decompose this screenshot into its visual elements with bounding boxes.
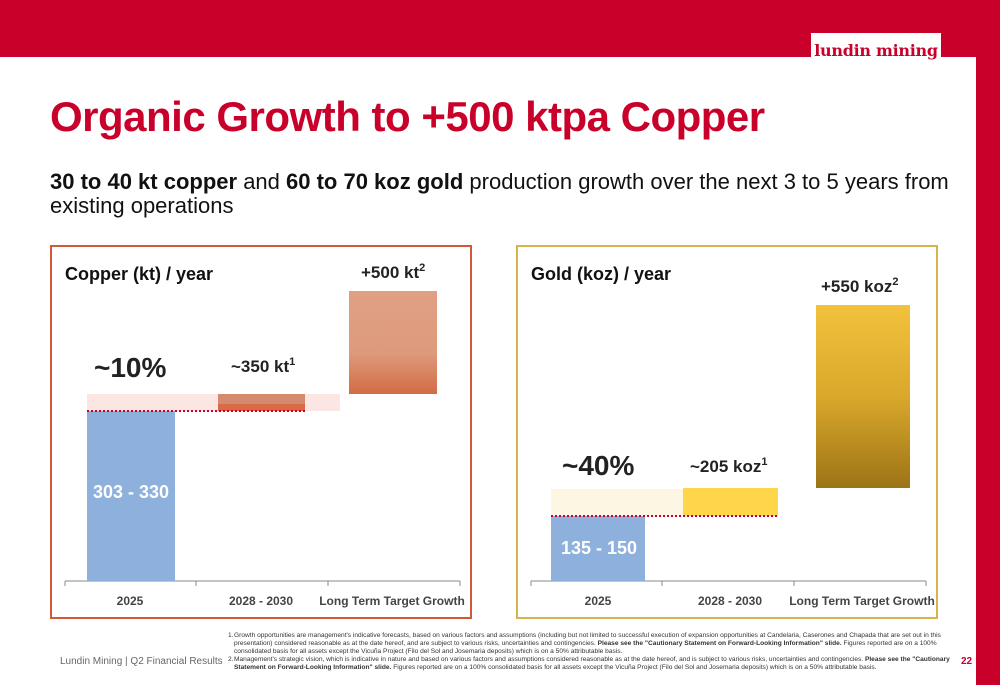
footnote-1-number: 1. (228, 632, 234, 639)
gold-base-label: 135 - 150 (561, 538, 637, 558)
gold-category-label: 2028 - 2030 (698, 594, 762, 608)
subtitle-gold-highlight: 60 to 70 koz gold (286, 169, 464, 194)
copper-increment-value: ~350 kt (231, 357, 289, 376)
copper-chart-title: Copper (kt) / year (65, 264, 214, 284)
gold-target-label: +550 koz2 (821, 276, 898, 296)
footnote-1-bold: Please see the "Cautionary Statement on … (597, 640, 842, 648)
footnote-1-tail: Figures reported are on a 100% consolida… (234, 640, 937, 656)
copper-target-footnote: 2 (419, 262, 425, 274)
gold-growth-band (551, 489, 683, 516)
page-subtitle: 30 to 40 kt copper and 60 to 70 koz gold… (50, 170, 970, 218)
copper-category-label: 2028 - 2030 (229, 594, 293, 608)
copper-base-label: 303 - 330 (93, 482, 169, 502)
copper-base-bar (87, 411, 175, 581)
copper-increment-bar-lower (218, 404, 305, 411)
gold-base-bar (551, 516, 645, 581)
gold-increment-footnote: 1 (761, 456, 767, 468)
copper-category-label: Long Term Target Growth (319, 594, 465, 608)
gold-pct-label: ~40% (562, 450, 634, 481)
gold-target-bar (816, 305, 910, 488)
right-accent-strip (976, 57, 1000, 685)
gold-chart-title: Gold (koz) / year (531, 264, 672, 284)
copper-target-value: +500 kt (361, 263, 419, 282)
footnote-2-bold: Please see the "Cautionary Statement on … (234, 656, 950, 672)
footnotes: 1. Growth opportunities are management's … (228, 632, 950, 672)
gold-chart-panel: Gold (koz) / year 135 - 150 ~40% ~205 ko… (516, 245, 938, 619)
footnote-2-tail: Figures reported are on a 100% consolida… (391, 664, 877, 672)
footnote-1: 1. Growth opportunities are management's … (228, 632, 950, 656)
copper-chart-panel: Copper (kt) / year 303 - 330 ~10% ~350 k… (50, 245, 472, 619)
footer-label: Lundin Mining | Q2 Financial Results (60, 656, 223, 667)
page-number: 22 (961, 656, 973, 667)
copper-increment-footnote: 1 (289, 356, 295, 368)
copper-increment-bar (218, 394, 305, 404)
subtitle-copper-highlight: 30 to 40 kt copper (50, 169, 238, 194)
footnote-1-text: Growth opportunities are management's in… (234, 632, 941, 648)
subtitle-connector: and (237, 169, 287, 194)
page-title: Organic Growth to +500 ktpa Copper (50, 93, 765, 140)
gold-increment-value: ~205 koz (690, 457, 761, 476)
company-logo: lundin mining (811, 33, 941, 67)
gold-category-label: Long Term Target Growth (789, 594, 935, 608)
gold-target-footnote: 2 (892, 276, 898, 288)
gold-increment-label: ~205 koz1 (690, 456, 767, 476)
gold-target-value: +550 koz (821, 277, 892, 296)
gold-increment-bar (683, 488, 778, 516)
copper-target-bar (349, 291, 437, 394)
copper-category-label: 2025 (117, 594, 144, 608)
copper-chart: 303 - 330 ~10% ~350 kt1 +500 kt2 2025 20… (64, 262, 465, 608)
copper-increment-label: ~350 kt1 (231, 356, 295, 376)
footnote-2: 2. Management's strategic vision, which i… (228, 656, 950, 672)
subtitle-rest: production growth over the next 3 to 5 y… (50, 169, 949, 218)
footnote-2-text: Management's strategic vision, which is … (234, 656, 865, 664)
copper-target-label: +500 kt2 (361, 262, 425, 282)
footnote-2-number: 2. (228, 656, 234, 664)
copper-pct-label: ~10% (94, 352, 166, 383)
gold-category-label: 2025 (585, 594, 612, 608)
gold-chart: 135 - 150 ~40% ~205 koz1 +550 koz2 2025 … (530, 276, 935, 608)
